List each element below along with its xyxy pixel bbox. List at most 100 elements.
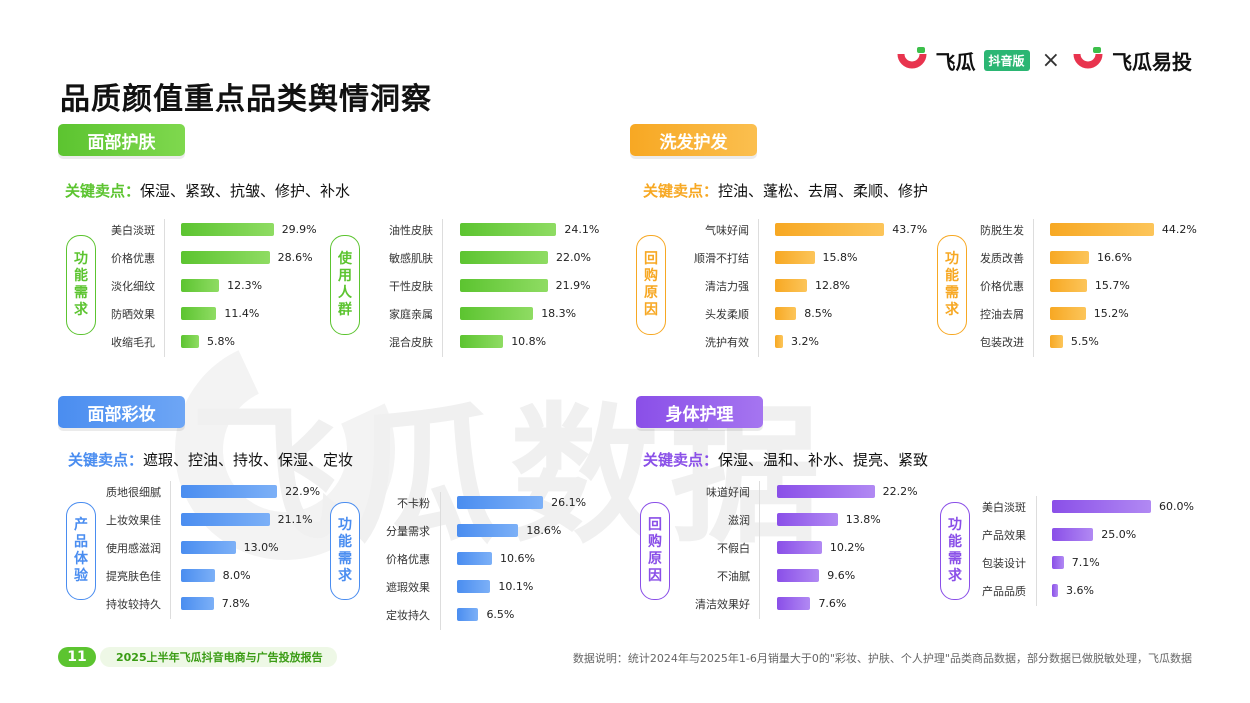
bar-value: 7.6%	[818, 597, 847, 610]
key-points: 关键卖点：遮瑕、控油、持妆、保湿、定妆	[68, 449, 353, 470]
bar-label: 不假白	[717, 542, 750, 555]
bar-label: 质地很细腻	[106, 486, 161, 499]
group-tag-char: 求	[74, 302, 88, 318]
section-tag: 面部彩妆	[58, 396, 185, 428]
report-title: 2025上半年飞瓜抖音电商与广告投放报告	[100, 647, 337, 667]
group-tag-char: 用	[338, 268, 352, 284]
bar	[1050, 335, 1063, 348]
bar-value: 60.0%	[1159, 500, 1194, 513]
bar-label: 控油去屑	[980, 308, 1024, 321]
group-tag-char: 求	[945, 302, 959, 318]
bar-label: 定妆持久	[386, 609, 430, 622]
bar-value: 10.1%	[498, 580, 534, 593]
bar	[181, 251, 270, 264]
bar-label: 油性皮肤	[389, 224, 433, 237]
group-tag-char: 需	[338, 551, 352, 567]
bar-value: 22.2%	[882, 485, 918, 498]
bar	[181, 513, 270, 526]
bar-value: 25.0%	[1101, 528, 1137, 541]
key-points-text: 遮瑕、控油、持妆、保湿、定妆	[143, 451, 354, 469]
bar-label: 美白淡斑	[111, 224, 155, 237]
bar-value: 8.0%	[222, 569, 251, 582]
group-tag-char: 功	[948, 517, 962, 533]
logo-badge: 抖音版	[983, 49, 1030, 71]
group-tag-char: 原	[648, 551, 662, 567]
bar-value: 10.2%	[829, 541, 865, 554]
bar	[457, 608, 479, 621]
bar	[181, 597, 214, 610]
bar	[457, 496, 544, 509]
group-tag-char: 回	[644, 251, 658, 267]
key-points-label: 关键卖点：	[643, 451, 719, 469]
bar-label: 包装改进	[980, 336, 1024, 349]
bar-label: 收缩毛孔	[111, 336, 155, 349]
bar-label: 混合皮肤	[389, 336, 433, 349]
group-divider	[170, 481, 171, 619]
group-tag-char: 求	[338, 568, 352, 584]
bar	[777, 597, 811, 610]
bar	[181, 279, 220, 292]
key-points-text: 保湿、紧致、抗皱、修护、补水	[140, 182, 351, 200]
page-title: 品质颜值重点品类舆情洞察	[60, 82, 432, 117]
bar	[1050, 223, 1154, 236]
bar-value: 7.8%	[221, 597, 250, 610]
bar	[775, 307, 797, 320]
bar-label: 敏感肌肤	[389, 252, 433, 265]
group-tag-char: 能	[74, 268, 88, 284]
bar-label: 干性皮肤	[389, 280, 433, 293]
group-tag-char: 能	[338, 534, 352, 550]
bar	[1050, 307, 1086, 320]
group-divider	[164, 219, 165, 357]
bar-label: 不卡粉	[397, 497, 430, 510]
bar-label: 发质改善	[980, 252, 1024, 265]
bar	[775, 279, 807, 292]
bar	[181, 307, 217, 320]
bar	[1050, 279, 1087, 292]
bar-label: 价格优惠	[980, 280, 1024, 293]
bar-label: 价格优惠	[111, 252, 155, 265]
bar	[457, 580, 491, 593]
group-tag-char: 原	[644, 285, 658, 301]
bar	[181, 335, 199, 348]
key-points: 关键卖点：保湿、温和、补水、提亮、紧致	[643, 449, 928, 470]
bar-value: 22.0%	[556, 251, 591, 264]
group-tag-pill: 使用人群	[330, 235, 360, 335]
bar-label: 遮瑕效果	[386, 581, 430, 594]
bar	[775, 223, 885, 236]
group-tag-char: 人	[338, 285, 352, 301]
group-tag-char: 验	[74, 568, 88, 584]
bar-value: 15.7%	[1094, 279, 1130, 292]
bar-label: 不油腻	[717, 570, 750, 583]
bar	[1050, 251, 1089, 264]
bar	[777, 541, 822, 554]
section-tag: 面部护肤	[58, 124, 185, 156]
bar-value: 5.5%	[1070, 335, 1099, 348]
group-tag-pill: 功能需求	[330, 502, 360, 600]
bar-label: 使用感滋润	[106, 542, 161, 555]
bar-value: 12.3%	[227, 279, 263, 292]
group-tag-char: 因	[648, 568, 662, 584]
group-tag-char: 群	[338, 302, 352, 318]
bar-label: 防晒效果	[111, 308, 155, 321]
page-number: 11	[58, 647, 96, 667]
group-tag-char: 购	[648, 534, 662, 550]
key-points-label: 关键卖点：	[65, 182, 141, 200]
bar-label: 提亮肤色佳	[106, 570, 161, 583]
group-tag-char: 需	[74, 285, 88, 301]
group-divider	[758, 219, 759, 357]
bar-label: 上妆效果佳	[106, 514, 161, 527]
bar-value: 28.6%	[277, 251, 313, 264]
group-tag-char: 因	[644, 302, 658, 318]
logo-right-text: 飞瓜易投	[1112, 49, 1192, 74]
bar-value: 24.1%	[564, 223, 600, 236]
bar-value: 12.8%	[815, 279, 850, 292]
group-tag-pill: 回购原因	[640, 502, 670, 600]
bar-value: 18.3%	[541, 307, 577, 320]
key-points-label: 关键卖点：	[643, 182, 719, 200]
bar	[457, 552, 492, 565]
data-note: 数据说明：统计2024年与2025年1-6月销量大于0的"彩妆、护肤、个人护理"…	[572, 652, 1192, 665]
bar	[1052, 500, 1151, 513]
bar-label: 分量需求	[386, 525, 430, 538]
bar-value: 15.2%	[1093, 307, 1129, 320]
bar-label: 家庭亲属	[389, 308, 433, 321]
